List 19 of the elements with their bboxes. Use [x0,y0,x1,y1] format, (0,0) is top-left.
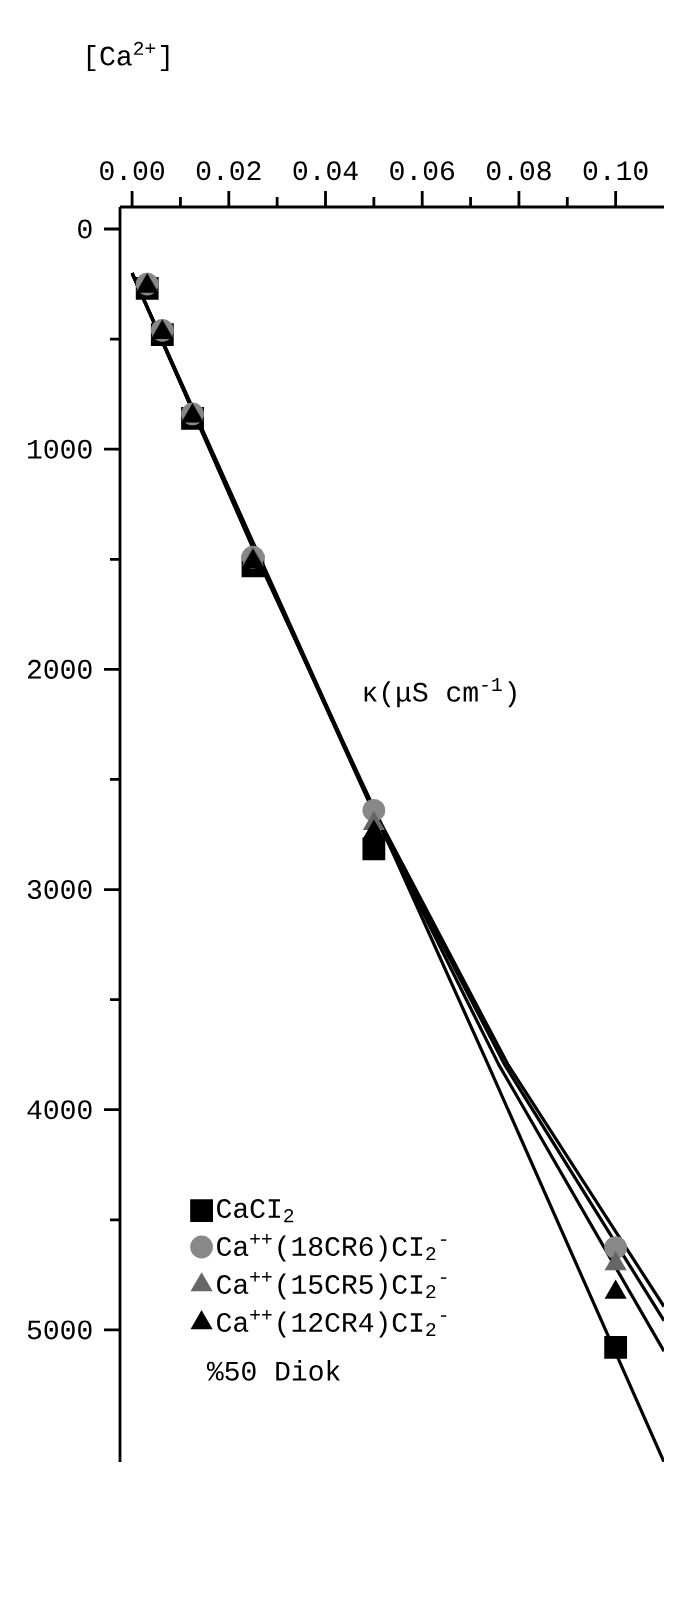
legend-label: Ca$^{++}$(12CR4)CI$_{2}$- [217,1309,447,1338]
y-tick-label: 2000 [28,659,92,679]
y-tick-label: 3000 [27,880,92,900]
y-tick-label: 0 [78,219,92,239]
y-tick-label: 5000 [27,1320,92,1340]
legend-label: Ca$^{++}$(18CR6)CI$_{2}$- [217,1233,447,1262]
x-tick-label: 0.00 [100,161,164,181]
x-tick-label: 0.06 [390,161,455,181]
x-axis-title: [Ca$^{2+}$] [87,41,169,72]
x-tick-label: 0.04 [293,161,358,181]
x-tick-label: 0.02 [196,161,261,181]
legend-label: Ca$^{++}$(15CR5)CI$_{2}$- [217,1271,447,1300]
x-tick-label: 0.10 [583,161,648,181]
x-tick-label: 0.08 [487,161,551,181]
y-tick-label: 4000 [27,1100,92,1120]
annotation: %50 Diok [206,1360,340,1381]
legend-label: CaCI$_{2}$ [217,1199,294,1223]
y-axis-title: κ(μS cm$^{-1}$) [364,678,516,708]
y-tick-label: 1000 [28,439,92,459]
